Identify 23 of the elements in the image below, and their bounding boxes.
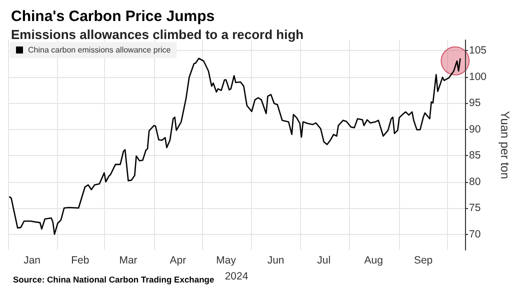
y-tick-label: 80 [469,176,481,188]
x-axis-title: 2024 [224,270,248,282]
y-tick-label: 95 [469,97,481,109]
legend-label: China carbon emissions allowance price [28,46,172,54]
x-tick-label: Jun [267,254,284,266]
y-axis-title: Yuan per ton [498,110,512,180]
y-tick-label: 70 [469,228,481,240]
x-tick-label: May [216,254,237,266]
x-tick-label: Aug [364,254,384,266]
x-tick-label: Jul [317,254,331,266]
y-tick-label: 100 [469,70,487,83]
source-note: Source: China National Carbon Trading Exchange [13,274,214,284]
x-tick-label: Jan [24,254,41,266]
y-tick-label: 85 [469,150,481,162]
y-tick-label: 90 [469,123,481,136]
y-tick-label: 75 [469,202,481,214]
y-tick-label: 105 [469,44,487,56]
x-tick-label: Mar [119,254,138,266]
chart-subtitle: Emissions allowances climbed to a record high [11,27,304,42]
x-tick-label: Feb [71,254,90,266]
x-tick-label: Apr [170,254,187,266]
x-tick-label: Sep [414,254,433,266]
chart-title: China's Carbon Price Jumps [11,8,215,25]
